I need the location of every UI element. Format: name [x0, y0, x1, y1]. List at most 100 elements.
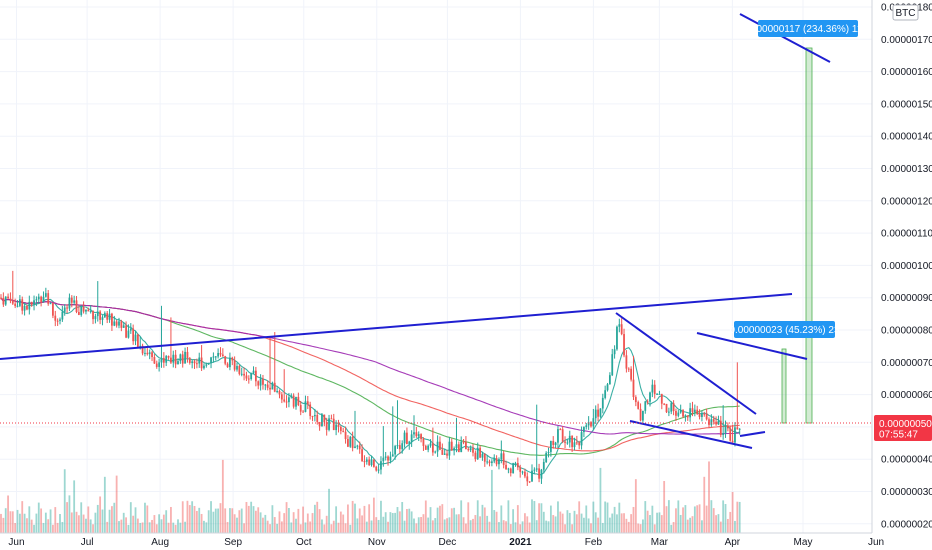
target-line-small[interactable]	[696, 332, 808, 360]
candle-body	[269, 387, 271, 390]
measure-label-large-text: 0.00000117 (234.36%) 117	[748, 24, 868, 35]
volume-bar	[396, 507, 399, 533]
candle-body	[349, 436, 352, 447]
volume-bar	[526, 516, 529, 533]
breakout-line[interactable]	[739, 431, 766, 437]
volume-bar	[186, 500, 189, 533]
time-tick-label: May	[794, 537, 813, 548]
volume-bar	[297, 508, 300, 533]
candle-body	[552, 440, 555, 445]
candle-body	[651, 384, 654, 393]
candle-body	[219, 352, 222, 355]
candle-body	[587, 422, 590, 426]
time-axis[interactable]: Jun Jul Aug Sep Oct Nov Dec 2021 Feb Mar Apr May Jun	[0, 532, 884, 550]
candle-body	[623, 334, 625, 356]
candle-body	[608, 375, 611, 385]
trendlines[interactable]	[0, 13, 831, 449]
candle-body	[61, 311, 64, 320]
candle-body	[111, 313, 113, 326]
candle-body	[89, 311, 92, 313]
volume-bar	[483, 507, 486, 533]
candle-body	[302, 411, 304, 413]
volume-bar	[49, 509, 52, 533]
price-tick-label: 0.00000070	[881, 358, 932, 369]
candle-body	[311, 415, 314, 417]
volume-bar	[217, 508, 220, 533]
candle-body	[443, 453, 446, 455]
volume-bar	[221, 459, 224, 533]
candle-body	[613, 349, 616, 355]
candle-body	[625, 355, 628, 369]
candle-body	[203, 365, 205, 369]
candle-body	[434, 451, 437, 453]
volume-bar	[85, 518, 87, 533]
candle-body	[342, 430, 345, 432]
volume-bar	[172, 522, 175, 533]
volume-bar	[703, 476, 706, 533]
wedge-upper-line[interactable]	[615, 312, 757, 415]
volume-bar	[384, 512, 387, 533]
candle-body	[677, 412, 680, 416]
volume-bar	[427, 517, 430, 533]
volume-bar	[2, 517, 5, 533]
price-axis[interactable]: 0.00000020 0.00000030 0.00000040 0.00000050…	[871, 0, 932, 550]
candle-body	[519, 467, 522, 472]
volume-bar	[469, 520, 472, 533]
wedge-lower-line[interactable]	[629, 420, 753, 449]
volume-bar	[509, 524, 512, 533]
price-axis-bg	[872, 0, 932, 550]
target-line-large[interactable]	[739, 13, 831, 63]
candle-body	[656, 393, 658, 395]
volume-bar	[717, 514, 720, 533]
candle-body	[236, 366, 238, 370]
candle-body	[599, 408, 602, 417]
volume-bar	[120, 519, 123, 533]
price-tick-label: 0.00000080	[881, 326, 932, 337]
candle-body	[92, 311, 94, 320]
volume-bar	[153, 515, 156, 533]
candle-body	[108, 313, 111, 320]
volume-bar	[233, 514, 236, 533]
volume-bar	[389, 512, 392, 533]
volume-bar	[354, 503, 356, 533]
price-tick-label: 0.00000100	[881, 261, 932, 272]
candle-body	[601, 397, 604, 409]
volume-bar	[304, 522, 307, 533]
candle-body	[729, 428, 732, 441]
candle-body	[217, 352, 220, 357]
volume-bar	[590, 523, 592, 533]
volume-bar	[675, 508, 677, 533]
candle-body	[387, 456, 389, 461]
candle-body	[80, 306, 83, 315]
candle-body	[691, 408, 694, 413]
candle-body	[207, 363, 210, 365]
candle-body	[611, 354, 614, 376]
candle-body	[170, 357, 172, 363]
candle-body	[698, 413, 701, 417]
candle-body	[693, 409, 696, 413]
price-tick-label: 0.00000170	[881, 35, 932, 46]
candle-body	[710, 419, 713, 425]
volume-bar	[285, 502, 288, 533]
volume-bar	[40, 508, 43, 533]
candle-body	[717, 420, 720, 425]
long-trendline[interactable]	[0, 293, 793, 360]
currency-badge[interactable]	[892, 4, 919, 21]
volume-bar	[502, 520, 505, 533]
candle-body	[368, 459, 371, 466]
price-tick-label: 0.00000110	[881, 229, 932, 240]
volume-bar	[56, 522, 59, 533]
candle-body	[401, 443, 404, 450]
candle-body	[526, 476, 529, 482]
candle-body	[568, 435, 571, 443]
candle-body	[177, 361, 179, 365]
volume-bar	[561, 513, 564, 533]
candle-body	[351, 436, 354, 449]
volume-bar	[16, 509, 19, 533]
candle-body	[35, 299, 38, 301]
time-tick-label: Feb	[585, 537, 603, 548]
candle-body	[264, 384, 267, 386]
candle-body	[162, 357, 165, 363]
candle-body	[129, 328, 132, 331]
